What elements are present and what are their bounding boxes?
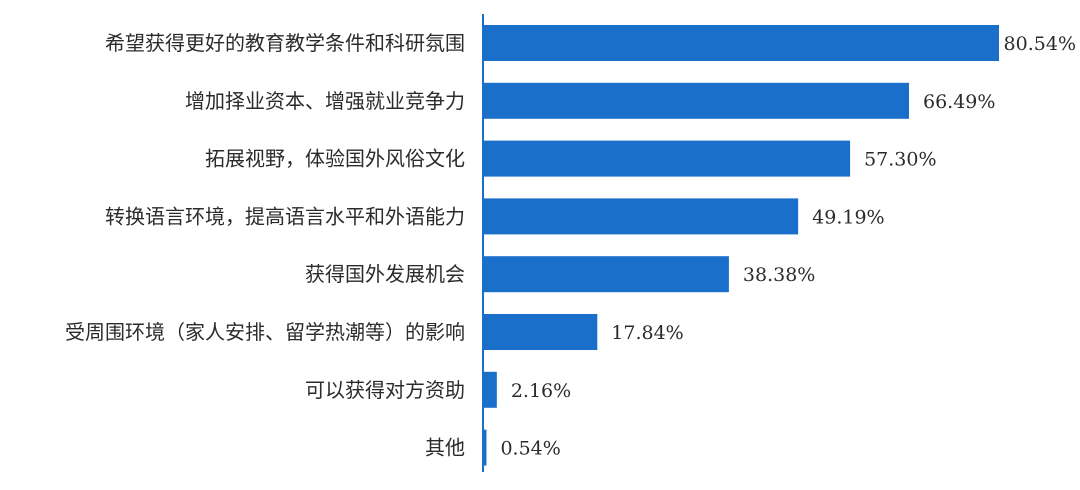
bar	[483, 429, 487, 466]
bar	[483, 82, 909, 119]
category-labels-group: 希望获得更好的教育教学条件和科研氛围增加择业资本、增强就业竞争力拓展视野，体验国…	[65, 31, 465, 460]
category-label: 其他	[425, 436, 465, 460]
category-label: 希望获得更好的教育教学条件和科研氛围	[105, 31, 465, 55]
bar	[483, 25, 999, 61]
bars-group	[483, 25, 999, 466]
category-label: 拓展视野，体验国外风俗文化	[205, 147, 465, 171]
value-label: 66.49%	[923, 91, 995, 113]
value-label: 2.16%	[511, 380, 571, 402]
value-labels-group: 80.54% 66.49% 57.30% 49.19% 38.38% 17.84% 2.16…	[500, 33, 1076, 460]
bar	[483, 314, 598, 350]
value-label: 80.54%	[1004, 33, 1076, 55]
value-label: 17.84%	[611, 322, 683, 344]
bar	[483, 371, 497, 408]
category-label: 受周围环境（家人安排、留学热潮等）的影响	[65, 320, 465, 344]
bar	[483, 256, 729, 293]
category-label: 转换语言环境，提高语言水平和外语能力	[105, 204, 465, 228]
value-label: 57.30%	[864, 149, 936, 171]
bar	[483, 198, 799, 235]
category-label: 获得国外发展机会	[305, 262, 465, 286]
bar	[483, 140, 851, 177]
category-label: 可以获得对方资助	[305, 378, 465, 402]
value-label: 49.19%	[812, 206, 884, 228]
value-label: 38.38%	[743, 264, 815, 286]
value-label: 0.54%	[500, 438, 560, 460]
category-label: 增加择业资本、增强就业竞争力	[185, 89, 465, 113]
